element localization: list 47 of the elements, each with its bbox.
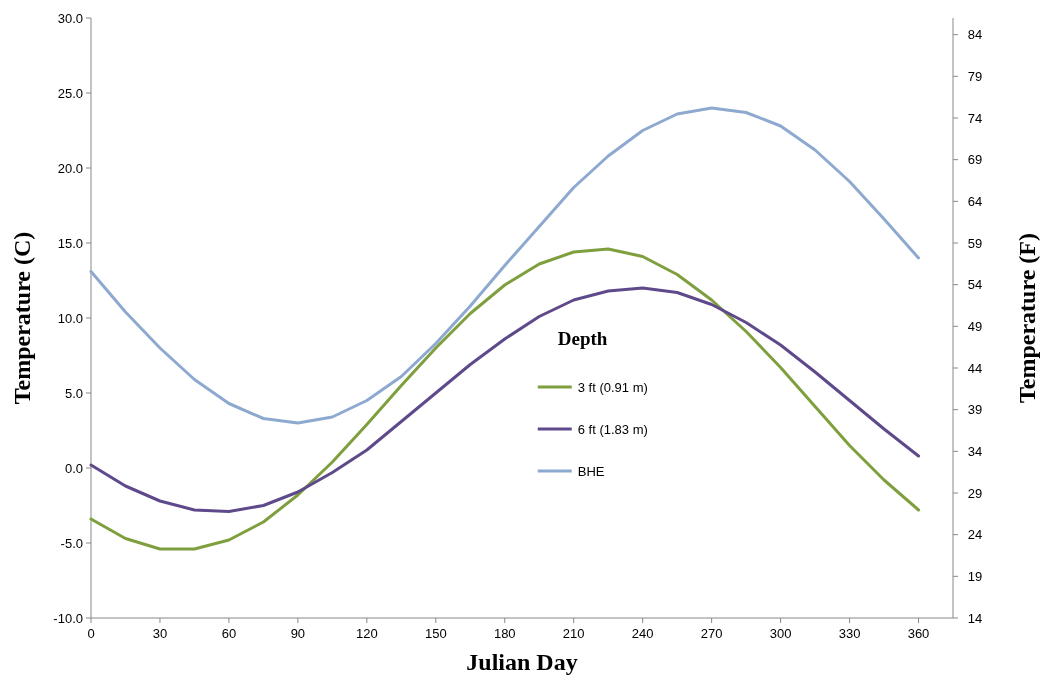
line-series [89, 247, 921, 551]
y2-tick-label: 64 [967, 193, 983, 209]
line-series [89, 106, 921, 425]
x-tick-label: 210 [562, 626, 585, 641]
y-tick-label: -10.0 [53, 610, 83, 626]
y2-tick-label: 34 [967, 443, 983, 459]
y-tick-label: 20.0 [57, 160, 83, 176]
x-tick-label: 300 [769, 626, 792, 641]
y2-tick-label: 19 [967, 568, 983, 584]
x-tick-label: 60 [221, 626, 237, 641]
x-axis-title: Julian Day [466, 649, 578, 675]
y-tick-label: 5.0 [64, 385, 83, 401]
y2-tick-label: 59 [967, 235, 983, 251]
y-tick-label: 30.0 [57, 10, 83, 26]
x-tick-label: 120 [355, 626, 378, 641]
x-tick-label: 90 [290, 626, 306, 641]
line-series [89, 286, 921, 513]
y-tick-label: 10.0 [57, 310, 83, 326]
x-tick-label: 0 [87, 626, 95, 641]
legend-label: BHE [577, 463, 605, 479]
y2-tick-label: 79 [967, 68, 983, 84]
y2-tick-label: 24 [967, 527, 983, 543]
y2-tick-label: 84 [967, 27, 983, 43]
x-tick-label: 270 [700, 626, 723, 641]
x-tick-label: 330 [838, 626, 861, 641]
y-tick-label: 0.0 [64, 460, 83, 476]
y-tick-label: 25.0 [57, 85, 83, 101]
y2-tick-label: 69 [967, 152, 983, 168]
y2-tick-label: 74 [967, 110, 983, 126]
legend-label: 3 ft (0.91 m) [577, 379, 648, 395]
x-tick-label: 360 [907, 626, 930, 641]
y2-tick-label: 54 [967, 277, 983, 293]
y-tick-label: -5.0 [60, 535, 83, 551]
x-tick-label: 150 [424, 626, 447, 641]
y2-tick-label: 44 [967, 360, 983, 376]
legend-title: Depth [557, 328, 608, 349]
y2-tick-label: 14 [967, 610, 983, 626]
y2-axis-title: Temperature (F) [1014, 233, 1040, 403]
x-tick-label: 180 [493, 626, 516, 641]
y-tick-label: 15.0 [57, 235, 83, 251]
legend-label: 6 ft (1.83 m) [577, 421, 648, 437]
y2-tick-label: 49 [967, 318, 983, 334]
y2-tick-label: 29 [967, 485, 983, 501]
y2-tick-label: 39 [967, 402, 983, 418]
x-tick-label: 240 [631, 626, 654, 641]
x-tick-label: 30 [152, 626, 168, 641]
y-axis-title: Temperature (C) [9, 231, 35, 405]
